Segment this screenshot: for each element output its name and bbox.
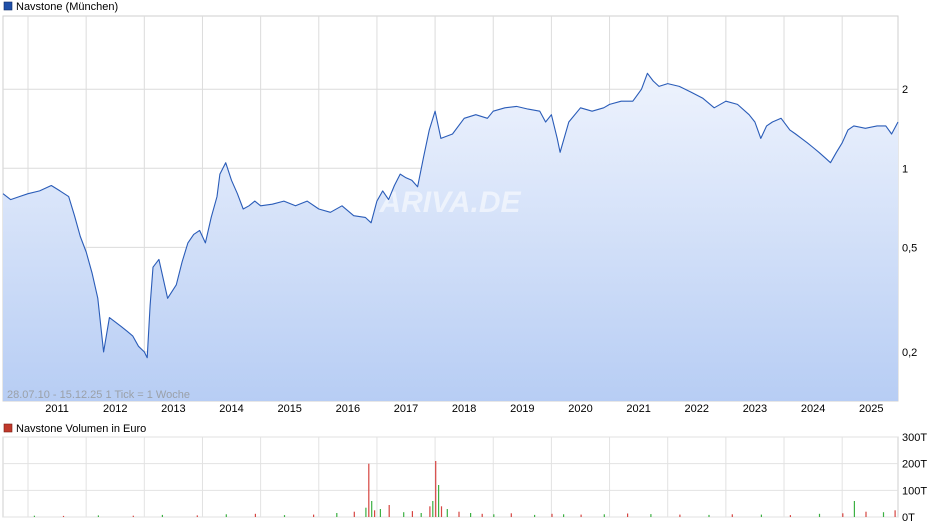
x-tick-label-2020: 2020 xyxy=(568,403,592,415)
x-tick-label-2016: 2016 xyxy=(336,403,360,415)
volume-bar xyxy=(62,515,65,517)
volume-bar xyxy=(132,515,134,517)
volume-bar xyxy=(429,506,431,517)
x-tick-label-2024: 2024 xyxy=(801,403,825,415)
volume-bar xyxy=(551,513,553,517)
volume-bar xyxy=(313,514,315,517)
volume-bar xyxy=(365,507,367,517)
volume-bar xyxy=(254,513,256,517)
volume-bar xyxy=(818,513,821,517)
volume-bar xyxy=(336,513,338,517)
volume-bar xyxy=(432,501,434,517)
x-tick-label-2013: 2013 xyxy=(161,403,185,415)
y-tick-label: 0,2 xyxy=(902,347,917,359)
x-tick-label-2015: 2015 xyxy=(277,403,301,415)
x-tick-label-2017: 2017 xyxy=(394,403,418,415)
volume-bar xyxy=(760,514,762,517)
volume-bar xyxy=(388,505,390,517)
volume-y-tick-label: 200T xyxy=(902,459,927,471)
price-x-axis: 2011 2012 2013 2014 2015 2016 2017 2018 2019 2020… xyxy=(45,403,883,415)
volume-bar xyxy=(379,509,381,517)
volume-bar xyxy=(882,512,885,517)
volume-bar xyxy=(420,513,422,517)
volume-legend-label: Navstone Volumen in Euro xyxy=(16,423,146,435)
x-tick-label-2012: 2012 xyxy=(103,403,127,415)
volume-bar xyxy=(440,506,443,517)
y-tick-label: 1 xyxy=(902,163,908,175)
volume-bar xyxy=(435,461,437,517)
volume-bar xyxy=(731,514,733,517)
volume-y-tick-label: 100T xyxy=(902,485,927,497)
price-panel: Navstone (München) ARIVA.DE 28.07.10 - 1… xyxy=(2,1,917,415)
volume-bar xyxy=(196,515,198,517)
volume-bar xyxy=(368,463,370,517)
volume-bar xyxy=(650,514,652,517)
volume-bar xyxy=(842,513,844,517)
x-tick-label-2023: 2023 xyxy=(743,403,767,415)
x-tick-label-2014: 2014 xyxy=(219,403,243,415)
volume-gridlines xyxy=(3,436,898,518)
volume-bar xyxy=(225,514,227,517)
price-series-line xyxy=(2,72,899,359)
volume-bar xyxy=(411,511,413,517)
volume-bar xyxy=(580,514,582,517)
volume-bar xyxy=(708,514,710,517)
volume-y-axis: 0T 100T 200T 300T xyxy=(902,432,927,524)
volume-bar xyxy=(403,512,405,517)
y-tick-label: 0,5 xyxy=(902,242,917,254)
volume-bar xyxy=(470,513,472,517)
volume-bar xyxy=(865,511,867,517)
volume-bar xyxy=(603,514,605,517)
price-area-fill xyxy=(3,73,898,402)
volume-bar xyxy=(853,501,855,517)
volume-bar xyxy=(627,513,629,517)
volume-bar xyxy=(374,510,376,517)
x-tick-label-2019: 2019 xyxy=(510,403,534,415)
volume-y-tick-label: 300T xyxy=(902,432,927,444)
range-info: 28.07.10 - 15.12.25 1 Tick = 1 Woche xyxy=(7,389,190,401)
watermark: ARIVA.DE xyxy=(378,186,521,219)
volume-bar xyxy=(679,514,681,517)
volume-panel: Navstone Volumen in Euro 0T 100T 200T 300T xyxy=(2,423,927,524)
x-tick-label-2021: 2021 xyxy=(626,403,650,415)
volume-bar xyxy=(789,515,791,517)
volume-bar xyxy=(493,514,495,517)
price-y-axis: 0,2 0,5 1 2 xyxy=(902,84,917,359)
x-tick-label-2018: 2018 xyxy=(452,403,476,415)
volume-bar xyxy=(481,513,483,517)
volume-bar xyxy=(97,515,99,517)
y-tick-label: 2 xyxy=(902,84,908,96)
x-tick-label-2022: 2022 xyxy=(685,403,709,415)
volume-bar xyxy=(371,501,373,517)
x-tick-label-2011: 2011 xyxy=(45,403,69,415)
volume-y-tick-label: 0T xyxy=(902,512,915,524)
volume-bar xyxy=(563,514,565,517)
volume-plot-frame xyxy=(2,436,899,518)
price-legend-label: Navstone (München) xyxy=(16,1,118,13)
volume-bar xyxy=(438,485,440,517)
volume-bar xyxy=(161,514,163,517)
volume-bar xyxy=(33,515,35,517)
price-legend-swatch xyxy=(3,1,13,11)
volume-bars xyxy=(33,461,896,517)
volume-bar xyxy=(534,514,536,517)
volume-legend-swatch xyxy=(3,423,13,433)
volume-bar xyxy=(894,510,896,517)
volume-bar xyxy=(458,511,460,517)
volume-bar xyxy=(283,515,286,517)
volume-bar xyxy=(446,509,448,517)
volume-bar xyxy=(510,513,512,517)
x-tick-label-2025: 2025 xyxy=(859,403,883,415)
volume-bar xyxy=(353,511,355,517)
